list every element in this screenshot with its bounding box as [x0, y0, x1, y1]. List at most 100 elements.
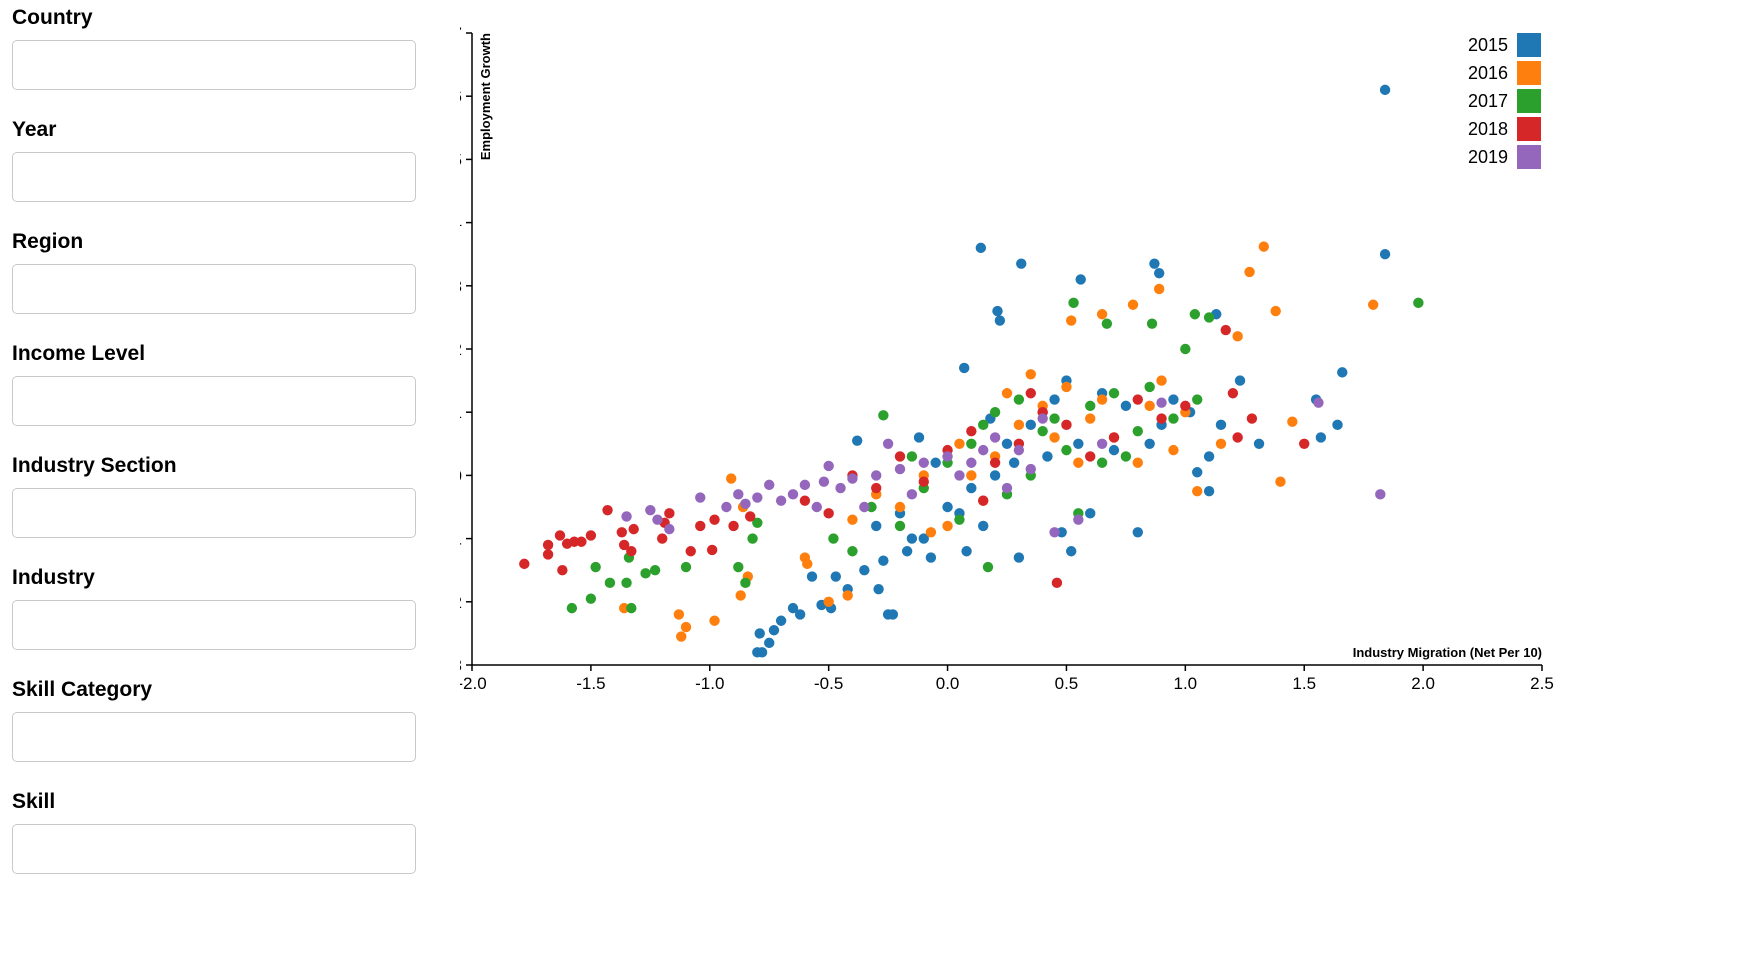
scatter-point	[1232, 432, 1243, 443]
legend-item: 2015	[1468, 33, 1541, 57]
scatter-point	[1127, 299, 1139, 310]
scatter-point	[673, 609, 685, 620]
scatter-point	[989, 457, 1001, 468]
scatter-point	[1153, 267, 1165, 279]
y-tick-label: 0.5	[460, 150, 462, 169]
country-input[interactable]	[12, 40, 416, 90]
scatter-point	[1073, 457, 1084, 468]
scatter-point	[871, 470, 882, 481]
scatter-point	[1299, 438, 1310, 449]
scatter-point	[764, 637, 775, 649]
filter-income-level: Income Level	[12, 342, 422, 426]
legend: 2015 2016 2017 2018 2019	[1468, 33, 1541, 169]
scatter-point	[557, 565, 568, 576]
scatter-point	[1120, 451, 1132, 462]
scatter-point	[1025, 419, 1036, 431]
scatter-point	[621, 511, 632, 522]
scatter-point	[728, 520, 739, 532]
scatter-point	[1192, 394, 1203, 405]
scatter-point	[1073, 514, 1084, 525]
scatter-point	[925, 527, 937, 538]
filter-region: Region	[12, 230, 422, 314]
year-input[interactable]	[12, 152, 416, 202]
income-level-input[interactable]	[12, 376, 416, 426]
scatter-point	[1096, 309, 1108, 320]
scatter-point	[1013, 419, 1025, 431]
industry-input[interactable]	[12, 600, 416, 650]
scatter-point	[966, 425, 977, 437]
scatter-point	[894, 520, 906, 532]
filter-label-country: Country	[12, 6, 93, 29]
industry-section-input[interactable]	[12, 488, 416, 538]
scatter-point	[585, 593, 597, 604]
scatter-point	[906, 533, 918, 544]
scatter-point	[1227, 388, 1239, 399]
scatter-point	[1120, 400, 1132, 412]
scatter-point	[1379, 84, 1391, 96]
scatter-point	[878, 555, 889, 566]
axes-layer: -2.0-1.5-1.0-0.50.00.51.01.52.02.5 -0.3-…	[460, 24, 1554, 693]
scatter-point	[1215, 419, 1227, 431]
scatter-point	[847, 546, 858, 557]
scatter-point	[1144, 438, 1155, 449]
scatter-point	[1149, 258, 1160, 269]
scatter-point	[680, 561, 692, 573]
points-layer	[519, 84, 1424, 658]
scatter-point	[1156, 397, 1167, 408]
scatter-point	[676, 631, 687, 642]
scatter-point	[913, 432, 925, 443]
scatter-point	[569, 536, 580, 547]
skill-category-input[interactable]	[12, 712, 416, 762]
y-tick-label: -0.2	[460, 593, 462, 612]
scatter-point	[1001, 438, 1013, 449]
scatter-point	[747, 533, 758, 544]
x-tick-label: 2.5	[1530, 674, 1554, 693]
scatter-point	[721, 501, 732, 513]
scatter-point	[918, 457, 929, 468]
scatter-point	[1101, 318, 1113, 329]
filter-industry-section: Industry Section	[12, 454, 422, 538]
scatter-point	[542, 539, 554, 551]
scatter-point	[978, 419, 989, 431]
legend-label: 2015	[1468, 35, 1508, 55]
scatter-point	[894, 451, 906, 462]
skill-input[interactable]	[12, 824, 416, 874]
scatter-point	[1287, 416, 1298, 427]
scatter-point	[1056, 527, 1067, 538]
scatter-point	[695, 520, 706, 532]
scatter-point	[978, 495, 989, 506]
scatter-chart: -2.0-1.5-1.0-0.50.00.51.01.52.02.5 -0.3-…	[460, 24, 1554, 693]
scatter-point	[799, 552, 811, 563]
scatter-point	[1234, 375, 1246, 386]
scatter-point	[842, 590, 853, 601]
scatter-point	[1246, 413, 1258, 424]
x-tick-label: -0.5	[814, 674, 843, 693]
scatter-point	[1146, 318, 1158, 329]
scatter-point	[628, 523, 639, 535]
scatter-point	[542, 549, 554, 560]
scatter-point	[657, 533, 668, 544]
scatter-point	[1270, 305, 1281, 317]
filter-skill-category: Skill Category	[12, 678, 422, 762]
scatter-point	[799, 479, 811, 491]
scatter-point	[1061, 444, 1072, 456]
scatter-point	[799, 495, 811, 506]
scatter-point	[1037, 413, 1048, 424]
scatter-point	[847, 473, 858, 484]
x-tick-label: -2.0	[460, 674, 487, 693]
scatter-point	[1220, 324, 1231, 336]
legend-swatch	[1517, 33, 1541, 57]
region-input[interactable]	[12, 264, 416, 314]
scatter-point	[1337, 367, 1348, 378]
scatter-point	[1049, 413, 1060, 424]
scatter-point	[735, 590, 746, 601]
x-tick-label: -1.0	[695, 674, 724, 693]
filter-label-skill-category: Skill Category	[12, 678, 153, 701]
scatter-point	[871, 520, 882, 532]
scatter-point	[823, 596, 834, 607]
scatter-point	[649, 565, 661, 576]
scatter-point	[740, 498, 751, 510]
x-tick-label: 1.0	[1174, 674, 1198, 693]
scatter-point	[942, 520, 953, 532]
scatter-point	[1096, 438, 1108, 449]
